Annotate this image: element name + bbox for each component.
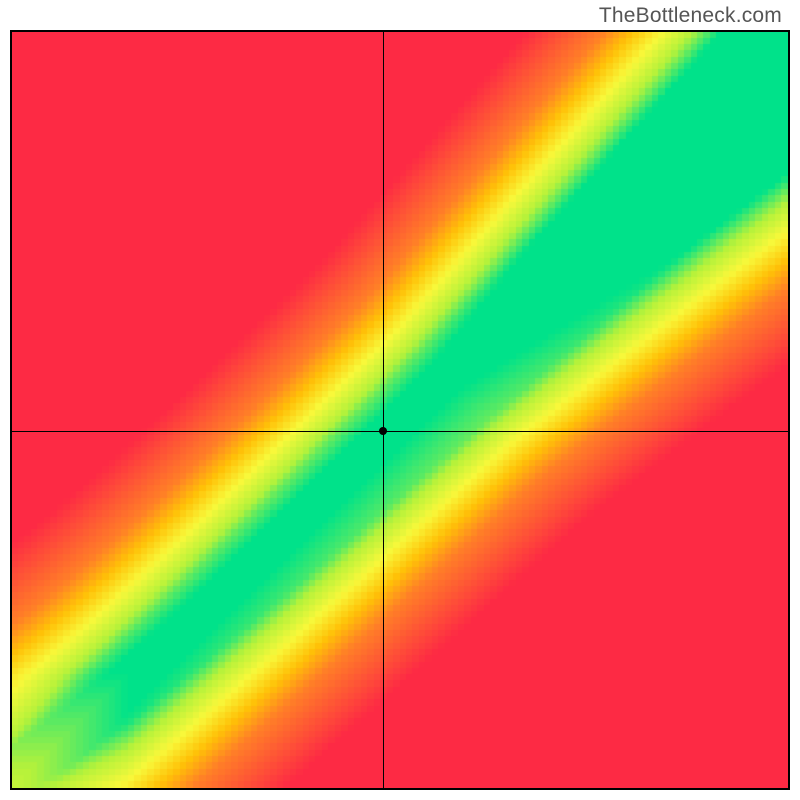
- crosshair-marker: [379, 427, 387, 435]
- crosshair-vertical: [383, 32, 384, 788]
- heatmap-plot: [10, 30, 790, 790]
- watermark-text: TheBottleneck.com: [599, 4, 782, 28]
- heatmap-canvas: [12, 32, 788, 788]
- crosshair-horizontal: [12, 431, 788, 432]
- chart-container: TheBottleneck.com: [0, 0, 800, 800]
